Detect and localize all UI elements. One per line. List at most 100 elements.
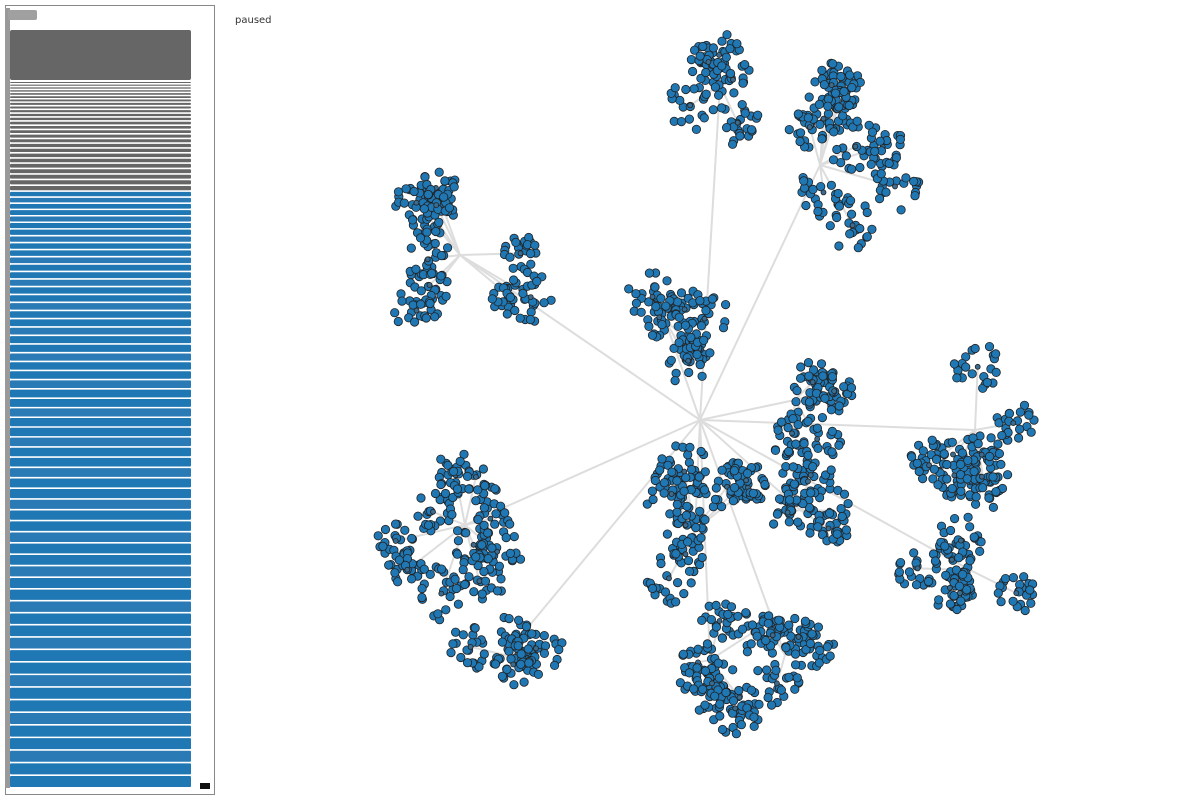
node	[661, 301, 671, 311]
node	[862, 207, 872, 218]
node	[715, 711, 725, 721]
bar	[10, 139, 191, 143]
node	[957, 448, 968, 458]
bar	[10, 264, 191, 271]
node	[452, 549, 462, 559]
node	[723, 609, 733, 620]
node	[656, 293, 666, 303]
node	[792, 385, 802, 396]
node	[934, 595, 944, 605]
node	[505, 548, 515, 559]
node	[497, 671, 507, 681]
branch-node	[979, 473, 985, 480]
branch-node	[666, 575, 672, 582]
node	[828, 59, 838, 69]
node	[993, 439, 1003, 449]
node	[830, 88, 841, 98]
node	[436, 251, 447, 261]
bar	[10, 510, 191, 520]
node	[691, 522, 701, 533]
node	[549, 660, 560, 671]
edge	[699, 164, 821, 421]
node	[539, 298, 549, 308]
node	[699, 485, 710, 495]
node	[700, 666, 711, 676]
node	[834, 401, 844, 411]
node	[406, 243, 416, 253]
node	[444, 203, 455, 213]
node	[846, 164, 857, 174]
node	[826, 405, 837, 415]
node	[825, 221, 835, 231]
node	[423, 189, 433, 200]
bar	[10, 750, 191, 762]
node	[697, 371, 707, 381]
node	[1002, 470, 1013, 480]
node	[657, 454, 667, 464]
node	[933, 480, 943, 490]
node	[910, 191, 920, 201]
node	[815, 119, 825, 130]
node	[455, 456, 465, 466]
node	[400, 525, 410, 535]
node	[909, 548, 919, 558]
bar	[10, 662, 191, 674]
node	[1026, 427, 1036, 437]
node	[401, 184, 411, 194]
branch-node	[705, 59, 712, 65]
panel-tab[interactable]	[8, 10, 37, 20]
node	[813, 443, 823, 453]
node	[986, 433, 996, 443]
node	[747, 620, 758, 630]
node	[729, 482, 740, 493]
node	[748, 488, 758, 498]
bar	[10, 99, 191, 102]
bar	[10, 236, 191, 242]
node	[456, 652, 466, 663]
node	[416, 299, 426, 309]
node	[413, 511, 423, 521]
bar	[10, 763, 191, 775]
node	[801, 644, 811, 655]
node	[419, 564, 429, 574]
node	[647, 486, 658, 496]
node	[749, 721, 759, 732]
node	[862, 232, 872, 242]
node	[954, 553, 964, 563]
node	[461, 528, 471, 538]
node	[679, 486, 689, 496]
node	[644, 321, 654, 331]
branch-node	[958, 537, 964, 544]
resize-handle[interactable]	[200, 783, 210, 789]
bar	[10, 380, 191, 388]
bar	[10, 398, 191, 407]
bar	[10, 102, 191, 105]
bar	[10, 130, 191, 134]
branch-node	[852, 143, 859, 150]
node	[845, 70, 855, 80]
node	[452, 526, 463, 536]
node	[827, 426, 837, 436]
node	[483, 553, 493, 564]
node	[450, 574, 460, 584]
bar	[10, 210, 191, 215]
bar	[10, 125, 191, 129]
bar	[10, 725, 191, 737]
node	[870, 146, 880, 156]
node	[651, 301, 661, 312]
node	[815, 645, 825, 656]
branch-node	[974, 363, 981, 370]
node	[519, 677, 529, 687]
node	[784, 495, 795, 505]
node	[728, 696, 739, 706]
node	[532, 276, 542, 286]
node	[949, 359, 960, 369]
node	[430, 312, 440, 322]
node	[731, 729, 742, 739]
node	[965, 555, 975, 566]
node	[788, 414, 798, 424]
node	[984, 451, 995, 462]
node	[427, 268, 437, 278]
bar	[10, 117, 191, 121]
